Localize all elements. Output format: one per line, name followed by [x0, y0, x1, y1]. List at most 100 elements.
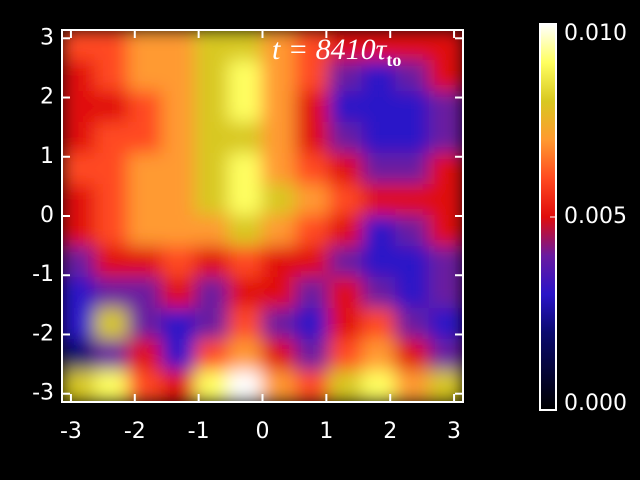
heat-cell — [94, 370, 130, 402]
heat-cell — [395, 308, 431, 341]
heat-cell — [361, 308, 398, 341]
heat-cell — [328, 277, 364, 310]
heat-cell — [194, 153, 231, 186]
heat-cell — [428, 184, 463, 217]
heat-cell — [294, 246, 331, 279]
heat-cell — [94, 246, 130, 279]
y-tick-label: 2 — [40, 85, 54, 110]
heat-cell — [261, 184, 297, 217]
heat-cell — [194, 277, 231, 310]
heat-cell — [94, 184, 130, 217]
heat-cell — [161, 122, 197, 155]
heat-cell — [428, 122, 463, 155]
heat-cell — [361, 215, 398, 248]
heat-cell — [361, 30, 398, 62]
heat-cell — [194, 60, 231, 93]
annotation-subscript: to — [386, 50, 401, 70]
x-tick-label: -2 — [124, 419, 146, 444]
heat-cell — [127, 184, 164, 217]
heat-cell — [395, 60, 431, 93]
heat-cell — [428, 60, 463, 93]
heat-cell — [194, 30, 231, 62]
heat-cell — [127, 246, 164, 279]
heat-cell — [127, 308, 164, 341]
heat-cell — [261, 30, 297, 62]
heat-cell — [127, 215, 164, 248]
heat-cell — [261, 153, 297, 186]
heat-cell — [127, 60, 164, 93]
heat-cell — [228, 153, 264, 186]
heat-cell — [361, 246, 398, 279]
y-tick-label: 0 — [40, 203, 54, 228]
heat-cell — [294, 215, 331, 248]
heat-cell — [94, 91, 130, 124]
heat-cell — [361, 277, 398, 310]
heat-cell — [328, 122, 364, 155]
heat-cell — [62, 122, 97, 155]
heat-cell — [228, 184, 264, 217]
heat-cell — [127, 122, 164, 155]
heat-cell — [428, 339, 463, 372]
heat-cell — [361, 60, 398, 93]
heat-cell — [62, 91, 97, 124]
heat-cell — [62, 184, 97, 217]
y-tick-label: -2 — [32, 321, 54, 346]
heat-cell — [294, 370, 331, 402]
heat-cell — [94, 122, 130, 155]
x-tick-label: -1 — [188, 419, 210, 444]
heat-cell — [328, 184, 364, 217]
heat-cell — [261, 277, 297, 310]
heat-cell — [161, 215, 197, 248]
heat-cell — [94, 277, 130, 310]
heat-cell — [328, 246, 364, 279]
heat-cell — [261, 122, 297, 155]
heat-cell — [395, 122, 431, 155]
heat-cell — [161, 277, 197, 310]
heat-cell — [294, 308, 331, 341]
heat-cell — [228, 60, 264, 93]
heat-cell — [328, 308, 364, 341]
annotation-text: t = 8410τ — [272, 33, 388, 66]
heat-cell — [361, 184, 398, 217]
heat-cell — [127, 339, 164, 372]
heat-cell — [228, 215, 264, 248]
heat-cell — [328, 30, 364, 62]
heat-cell — [294, 30, 331, 62]
heat-cell — [395, 370, 431, 402]
heat-cell — [261, 215, 297, 248]
heat-cell — [194, 122, 231, 155]
colorbar-tick-label: 0.010 — [564, 21, 627, 46]
heat-cell — [294, 122, 331, 155]
heat-cell — [194, 215, 231, 248]
x-tick-label: -3 — [60, 419, 82, 444]
heat-cell — [127, 370, 164, 402]
heat-cell — [94, 30, 130, 62]
heat-cell — [328, 60, 364, 93]
heat-cell — [62, 370, 97, 402]
heat-cell — [161, 153, 197, 186]
heat-cell — [228, 91, 264, 124]
heat-cell — [94, 339, 130, 372]
y-tick-label: -3 — [32, 381, 54, 406]
heat-cell — [228, 277, 264, 310]
heat-cell — [62, 215, 97, 248]
heat-cell — [194, 370, 231, 402]
heat-cell — [328, 370, 364, 402]
heat-cell — [127, 30, 164, 62]
heat-cell — [428, 30, 463, 62]
heat-cell — [228, 308, 264, 341]
heat-cell — [261, 60, 297, 93]
heat-cell — [261, 308, 297, 341]
heat-cell — [395, 184, 431, 217]
heat-cell — [228, 246, 264, 279]
heat-cell — [328, 339, 364, 372]
heat-cell — [161, 246, 197, 279]
x-tick-label: 3 — [447, 419, 461, 444]
heat-cell — [294, 339, 331, 372]
heat-cell — [194, 339, 231, 372]
heat-cell — [228, 122, 264, 155]
x-tick-label: 1 — [319, 419, 333, 444]
heat-cell — [428, 370, 463, 402]
heat-cell — [127, 153, 164, 186]
